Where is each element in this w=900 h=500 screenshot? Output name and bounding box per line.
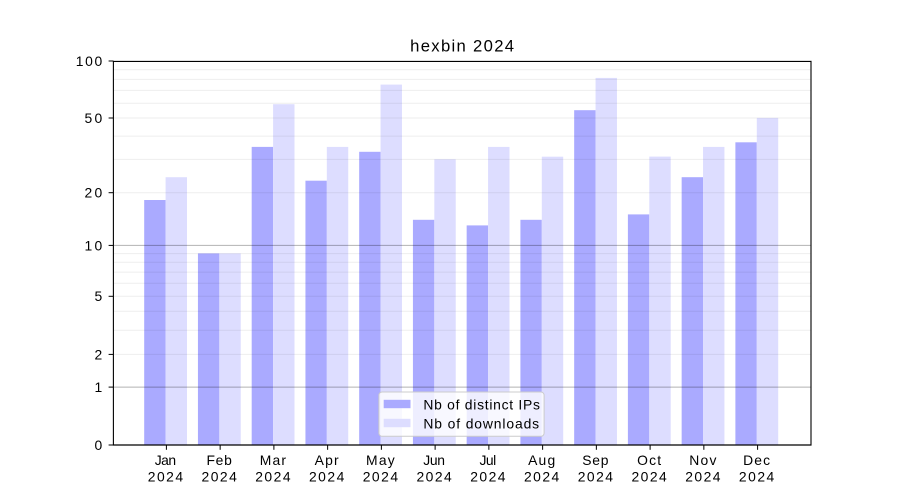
svg-text:Aug: Aug xyxy=(528,452,555,468)
svg-text:2024: 2024 xyxy=(309,469,345,485)
svg-text:2: 2 xyxy=(94,346,102,362)
svg-text:Apr: Apr xyxy=(315,452,339,468)
svg-text:Oct: Oct xyxy=(637,452,661,468)
svg-text:50: 50 xyxy=(85,110,103,126)
svg-text:100: 100 xyxy=(76,53,103,69)
svg-text:10: 10 xyxy=(85,237,103,253)
svg-text:Feb: Feb xyxy=(206,452,232,468)
svg-text:2024: 2024 xyxy=(685,469,721,485)
svg-text:Jul: Jul xyxy=(480,452,497,468)
svg-text:2024: 2024 xyxy=(578,469,614,485)
svg-text:5: 5 xyxy=(94,288,102,304)
svg-text:2024: 2024 xyxy=(470,469,506,485)
svg-text:Jun: Jun xyxy=(423,452,445,468)
svg-text:2024: 2024 xyxy=(363,469,399,485)
svg-text:Nb of distinct IPs: Nb of distinct IPs xyxy=(423,396,540,412)
svg-text:2024: 2024 xyxy=(148,469,184,485)
svg-text:2024: 2024 xyxy=(201,469,237,485)
svg-text:Sep: Sep xyxy=(582,452,608,468)
svg-text:2024: 2024 xyxy=(739,469,775,485)
svg-text:Mar: Mar xyxy=(260,452,287,468)
svg-text:Dec: Dec xyxy=(743,452,770,468)
svg-text:Nb of downloads: Nb of downloads xyxy=(423,415,539,431)
svg-text:Nov: Nov xyxy=(689,452,716,468)
svg-text:May: May xyxy=(366,452,395,468)
svg-text:2024: 2024 xyxy=(416,469,452,485)
svg-text:2024: 2024 xyxy=(631,469,667,485)
svg-text:Jan: Jan xyxy=(155,452,176,468)
svg-text:2024: 2024 xyxy=(524,469,560,485)
svg-text:hexbin 2024: hexbin 2024 xyxy=(410,37,514,56)
svg-text:0: 0 xyxy=(94,437,102,453)
svg-text:2024: 2024 xyxy=(255,469,291,485)
svg-text:1: 1 xyxy=(94,379,102,395)
svg-text:20: 20 xyxy=(85,185,103,201)
